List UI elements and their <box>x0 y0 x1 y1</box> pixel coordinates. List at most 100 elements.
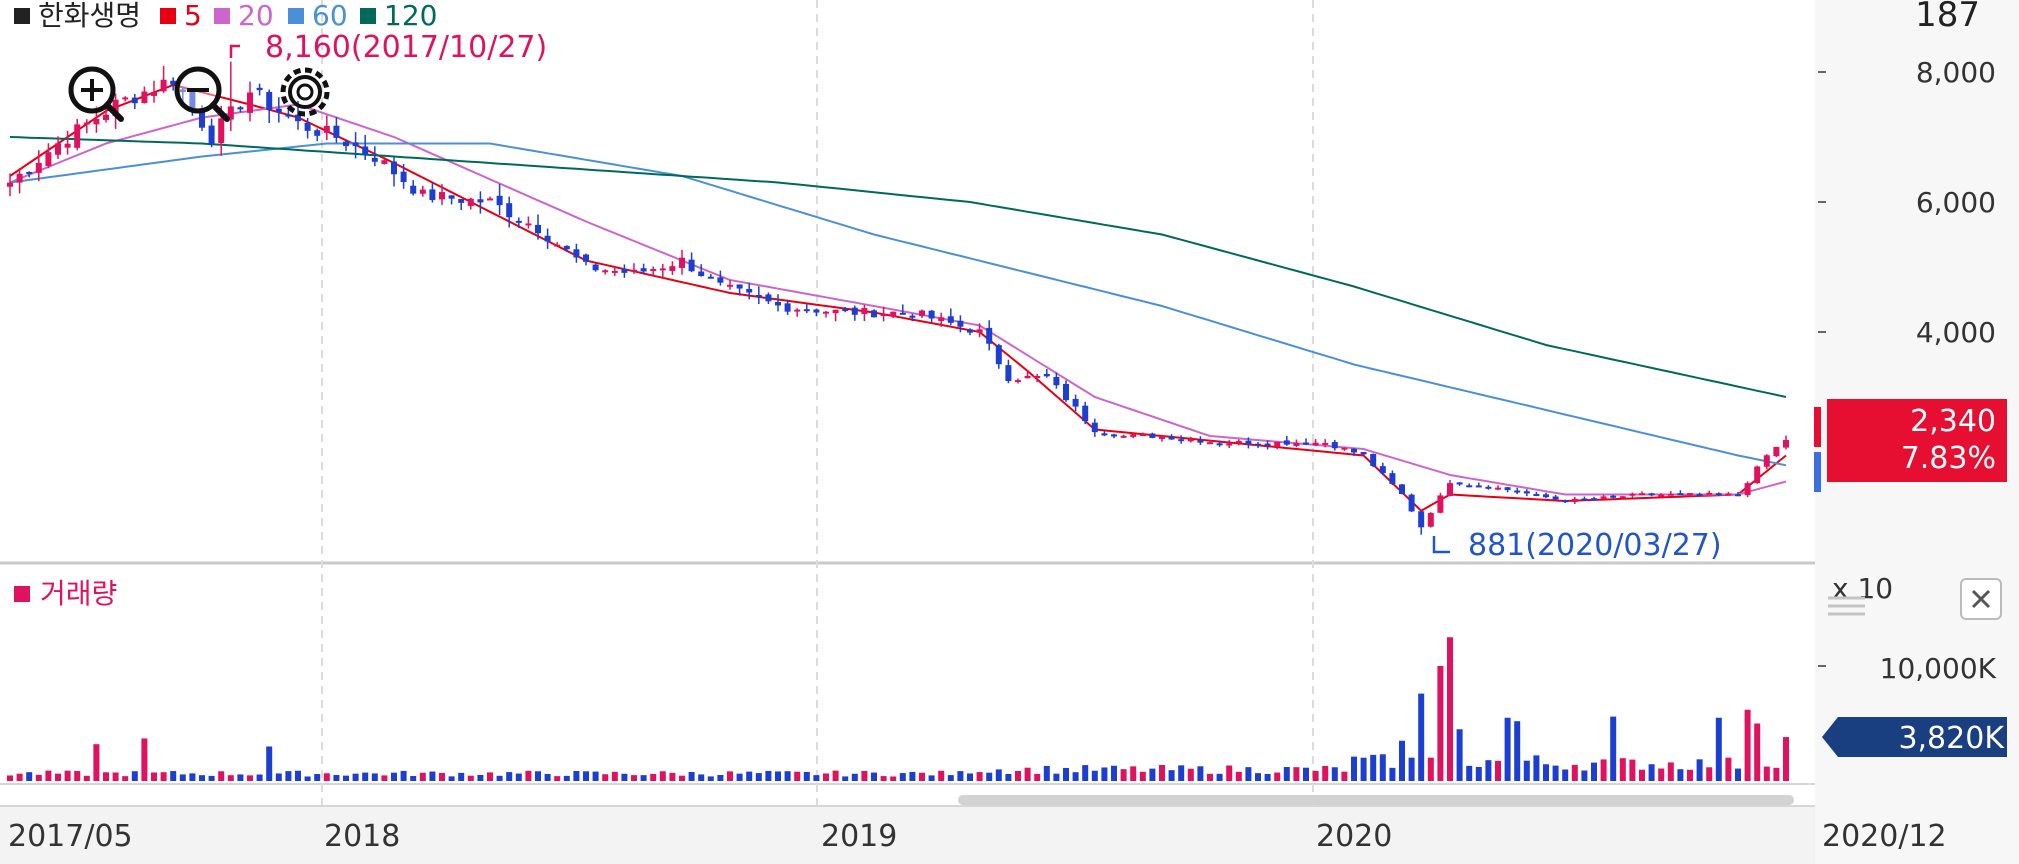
candle-body <box>1053 376 1060 386</box>
candle-body <box>899 312 906 315</box>
candle-body <box>1341 447 1348 450</box>
volume-bar <box>535 771 541 781</box>
candle-body <box>131 97 138 104</box>
high-annotation-arrow <box>229 44 240 58</box>
candle-body <box>1322 442 1329 445</box>
volume-bar <box>1658 768 1665 781</box>
volume-bar <box>1235 771 1242 781</box>
volume-bar <box>247 775 253 781</box>
candle-body <box>1399 484 1405 495</box>
legend-swatch-ma20 <box>214 8 230 24</box>
candle-body <box>611 270 618 273</box>
candle-body <box>803 309 810 312</box>
volume-bar <box>1024 767 1031 781</box>
candle-body <box>1139 434 1146 437</box>
volume-bar <box>1600 759 1607 781</box>
x-tick-label: 2020 <box>1316 819 1392 854</box>
candle-body <box>429 189 436 201</box>
volume-bar <box>640 775 647 781</box>
x-tick-label: 2020/12 <box>1822 819 1947 854</box>
candle-body <box>343 141 349 147</box>
volume-bar <box>1514 721 1521 781</box>
legend-ma120-label: 120 <box>384 0 437 32</box>
candle-body <box>784 303 791 312</box>
volume-bar <box>861 770 868 781</box>
volume-bar <box>256 774 263 781</box>
volume-bar <box>1677 769 1684 781</box>
volume-bar <box>1399 740 1405 781</box>
candle-body <box>266 91 273 110</box>
candle-body <box>1677 493 1684 496</box>
volume-bar <box>1043 765 1050 781</box>
candle-body <box>1427 513 1434 527</box>
volume-bar <box>237 774 244 781</box>
price-panel[interactable] <box>0 0 1815 563</box>
volume-bar <box>1351 756 1357 781</box>
candle-body <box>208 125 215 145</box>
candle-body <box>199 110 205 128</box>
candle-body <box>717 277 724 283</box>
volume-bar <box>727 771 733 781</box>
zoom-in-button[interactable] <box>68 66 124 122</box>
candle-body <box>1264 443 1271 446</box>
candle-body <box>1091 422 1098 433</box>
volume-bar <box>151 772 157 781</box>
candle-body <box>621 268 628 273</box>
candle-body <box>1744 483 1751 496</box>
candle-body <box>890 311 897 317</box>
volume-bar <box>554 776 561 781</box>
horizontal-scrollbar[interactable] <box>958 795 1794 805</box>
y-axis-ticks: 8,000 6,000 4,000 <box>1818 56 1996 349</box>
candle-body <box>1187 439 1194 442</box>
price-badge-marker-alt <box>1814 452 1821 492</box>
candle-body <box>967 329 973 333</box>
volume-bar <box>1735 768 1741 781</box>
candle-body <box>1015 380 1021 383</box>
volume-bar <box>1437 666 1444 781</box>
candle-body <box>746 288 753 293</box>
close-volume-button[interactable] <box>1960 578 2002 620</box>
candle-body <box>995 345 1002 365</box>
volume-bar <box>323 773 330 781</box>
settings-button[interactable] <box>280 67 330 117</box>
volume-bar <box>995 769 1002 781</box>
volume-bar <box>1629 759 1636 781</box>
volume-bar <box>1783 737 1789 781</box>
volume-bar <box>688 772 695 781</box>
volume-bar <box>563 775 570 781</box>
candle-body <box>1351 448 1357 453</box>
volume-bar <box>784 771 791 781</box>
volume-bar <box>93 744 100 781</box>
volume-bar <box>179 774 186 781</box>
volume-bar <box>1005 773 1012 781</box>
candle-body <box>851 307 858 315</box>
volume-bar <box>83 775 90 781</box>
volume-bar <box>1571 764 1578 781</box>
candle-body <box>1485 486 1492 489</box>
volume-bar <box>1360 757 1367 781</box>
volume-tick-label: 10,000K <box>1880 652 1997 685</box>
candle-body <box>1437 495 1444 513</box>
candle-body <box>1725 493 1732 496</box>
volume-bar <box>1427 757 1434 781</box>
zoom-out-button[interactable] <box>174 66 230 122</box>
legend-ma20-label: 20 <box>238 0 274 32</box>
volume-bar <box>832 770 839 781</box>
candle-body <box>1178 439 1185 442</box>
candle-body <box>775 301 781 306</box>
volume-bar <box>659 771 666 781</box>
volume-bar <box>1082 765 1089 781</box>
candle-body <box>189 88 196 108</box>
volume-bar <box>343 775 349 781</box>
candle-body <box>1418 511 1425 528</box>
volume-resize-handle[interactable] <box>1828 596 1865 616</box>
candle-body <box>1639 493 1645 496</box>
current-volume-badge: 3,820K <box>1822 717 2007 757</box>
candle-body <box>909 315 916 318</box>
volume-bar <box>1149 768 1156 781</box>
volume-bar <box>938 770 945 781</box>
volume-bar <box>227 775 234 781</box>
volume-bar <box>842 776 849 781</box>
volume-bar <box>26 772 33 781</box>
